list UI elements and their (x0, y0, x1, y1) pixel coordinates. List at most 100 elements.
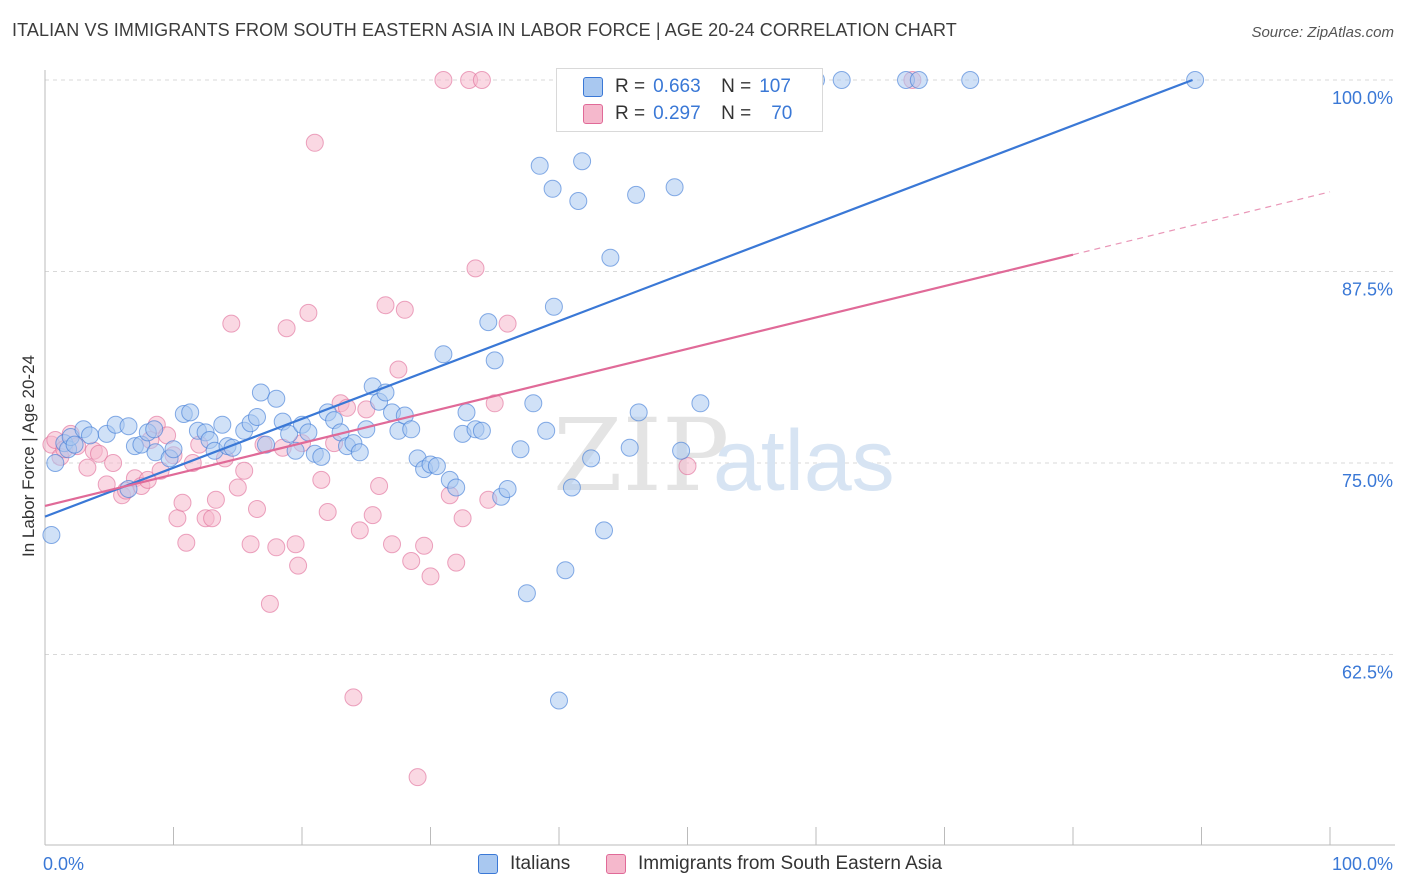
y-tick-label: 87.5% (1342, 280, 1393, 300)
stats-row-sea: R = 0.297 N = 70 (583, 102, 792, 126)
point-sea (248, 500, 266, 518)
legend-item-italians: Italians (478, 851, 570, 877)
point-sea (312, 470, 331, 489)
trendlines (44, 78, 1331, 518)
point-italians (573, 152, 592, 171)
point-sea (453, 509, 472, 528)
trendline-sea (44, 253, 1074, 507)
r-label: R = (615, 103, 646, 124)
point-sea (235, 461, 254, 480)
point-italians (267, 389, 286, 408)
point-italians (582, 449, 601, 468)
point-sea (466, 259, 485, 278)
point-italians (537, 421, 556, 440)
point-italians (81, 426, 99, 445)
point-italians (119, 417, 138, 436)
point-sea (447, 553, 466, 572)
point-italians (46, 454, 65, 472)
point-italians (601, 248, 620, 267)
stats-legend: R = 0.663 N = 107 R = 0.297 N = 70 (556, 68, 823, 132)
point-sea (472, 71, 491, 89)
point-italians (961, 71, 980, 89)
r-value: 0.663 (653, 76, 701, 97)
point-italians (42, 526, 61, 544)
point-sea (344, 688, 363, 707)
legend-label: Immigrants from South Eastern Asia (638, 853, 943, 874)
y-tick-label: 100.0% (1332, 88, 1393, 108)
chart-title: ITALIAN VS IMMIGRANTS FROM SOUTH EASTERN… (12, 20, 957, 40)
point-sea (241, 535, 260, 554)
point-sea (277, 319, 296, 338)
point-italians (556, 561, 575, 580)
point-sea (104, 454, 123, 472)
point-italians (569, 192, 588, 210)
point-italians (248, 408, 266, 426)
point-italians (1186, 71, 1205, 89)
point-sea (678, 457, 697, 476)
point-sea (177, 533, 196, 552)
point-italians (251, 383, 270, 402)
point-sea (402, 552, 421, 570)
point-sea (383, 535, 401, 554)
point-sea (299, 303, 318, 322)
gridlines (45, 79, 1395, 655)
point-sea (206, 490, 225, 509)
point-italians (299, 423, 318, 442)
point-italians (511, 440, 530, 459)
point-italians (672, 441, 691, 460)
point-italians (530, 156, 549, 175)
point-italians (485, 351, 504, 370)
point-italians (427, 457, 446, 476)
pink-swatch (606, 854, 626, 874)
point-sea (78, 458, 97, 477)
point-italians (550, 691, 568, 710)
y-tick-label: 75.0% (1342, 471, 1393, 491)
point-sea (376, 296, 395, 315)
point-italians (627, 185, 646, 204)
point-italians (543, 179, 562, 198)
point-sea (408, 768, 427, 787)
r-value: 0.297 (653, 103, 701, 124)
point-sea (350, 521, 369, 540)
axes (44, 70, 1395, 846)
point-sea (286, 535, 305, 554)
point-italians (562, 478, 581, 497)
point-italians (691, 394, 710, 413)
point-sea (318, 503, 337, 521)
point-italians (498, 480, 517, 498)
point-sea (289, 556, 308, 575)
point-sea (389, 360, 408, 379)
point-sea (267, 538, 286, 557)
y-tick-label: 62.5% (1342, 663, 1393, 683)
point-italians (257, 435, 275, 454)
point-italians (402, 420, 421, 439)
point-sea (370, 477, 389, 495)
point-italians (280, 424, 299, 443)
legend-item-sea: Immigrants from South Eastern Asia (606, 851, 942, 877)
point-italians (832, 71, 851, 89)
point-sea (260, 594, 279, 613)
point-sea (415, 536, 434, 555)
n-value: 107 (759, 76, 791, 97)
point-italians (312, 447, 331, 466)
n-value: 70 (771, 103, 793, 124)
r-label: R = (615, 76, 646, 97)
n-label: N = (721, 103, 752, 124)
trendline-italians (44, 78, 1193, 518)
points-layer (42, 71, 1205, 787)
blue-swatch (583, 77, 603, 97)
pink-swatch (583, 104, 603, 124)
point-sea (222, 314, 241, 333)
point-italians (350, 443, 369, 462)
point-italians (909, 71, 928, 89)
point-italians (544, 297, 563, 316)
point-sea (173, 493, 192, 512)
point-sea (498, 314, 517, 333)
source-label: Source: ZipAtlas.com (1251, 24, 1394, 41)
point-italians (595, 521, 613, 540)
point-italians (164, 440, 183, 459)
point-sea (434, 71, 453, 89)
x-tick-label: 0.0% (43, 854, 84, 874)
point-sea (203, 509, 222, 528)
